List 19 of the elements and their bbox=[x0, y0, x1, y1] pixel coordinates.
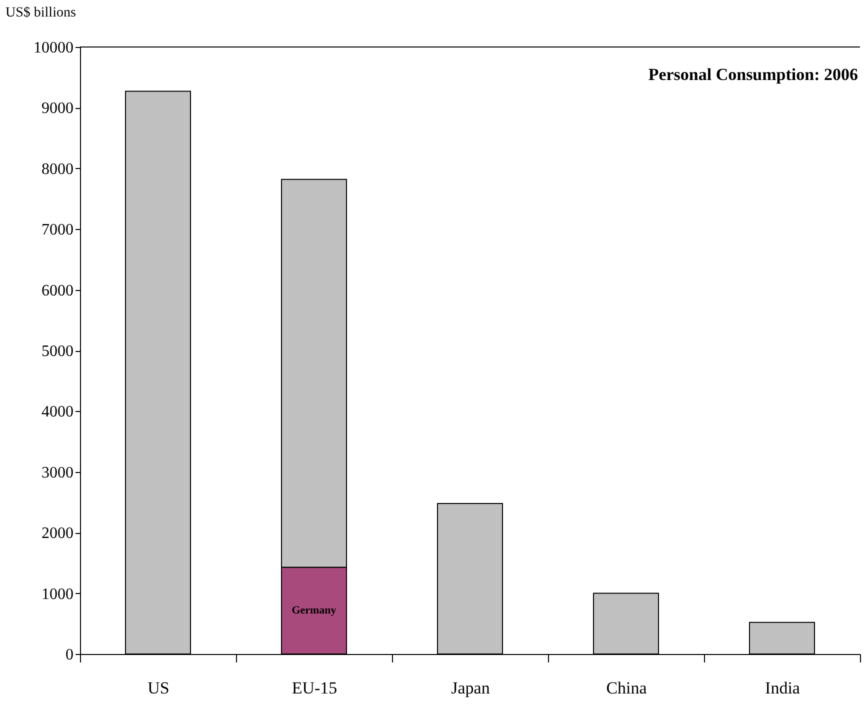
y-tick-label: 2000 bbox=[42, 525, 74, 542]
y-tick-label: 10000 bbox=[34, 40, 74, 56]
y-tick-label: 5000 bbox=[42, 343, 74, 360]
y-axis-title: US$ billions bbox=[6, 6, 76, 20]
text: Personal Consumption: 2006 bbox=[648, 65, 858, 84]
y-tick-label: 0 bbox=[66, 646, 74, 664]
x-tick-label: China bbox=[606, 678, 648, 698]
y-tick-label: 3000 bbox=[42, 464, 74, 482]
x-tick-label: Japan bbox=[451, 678, 490, 698]
x-tick-label: India bbox=[765, 678, 800, 698]
y-tick-label: 6000 bbox=[42, 282, 74, 300]
y-tick-label: 9000 bbox=[42, 100, 74, 118]
y-tick-label: 7000 bbox=[42, 222, 74, 239]
x-tick-label: US bbox=[148, 678, 170, 698]
y-tick-label: 8000 bbox=[42, 160, 74, 178]
series-label: Germany bbox=[292, 604, 337, 617]
y-tick-label: 4000 bbox=[42, 404, 74, 421]
y-tick-label: 1000 bbox=[42, 586, 74, 603]
x-tick-label: EU-15 bbox=[292, 678, 338, 698]
